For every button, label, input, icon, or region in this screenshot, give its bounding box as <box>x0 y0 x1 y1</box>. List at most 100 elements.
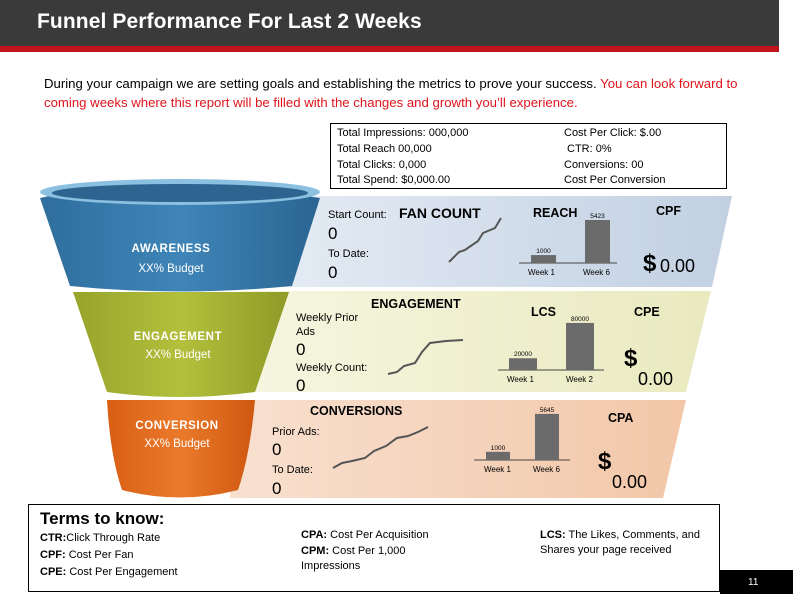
conversion-band <box>230 400 686 498</box>
term-ctr-text: Click Through Rate <box>66 532 161 544</box>
reach-to-date-label: To Date: <box>328 248 369 260</box>
lcs-chart-tick: Week 2 <box>566 375 593 384</box>
term-cpf: CPF: Cost Per Fan <box>40 548 134 563</box>
term-ctr-abbr: CTR: <box>40 532 67 544</box>
engagement-trend-line <box>387 339 464 375</box>
weekly-prior-ads-label: Weekly Prior Ads <box>296 312 359 338</box>
cost-per-click: Cost Per Click: $.00 <box>564 127 662 139</box>
engagement-label: ENGAGEMENT <box>133 331 223 343</box>
weekly-count-label: Weekly Count: <box>296 362 368 374</box>
term-lcs-abbr: LCS: <box>540 529 566 541</box>
engagement-heading: ENGAGEMENT <box>371 297 461 311</box>
term-cpe-text: Cost Per Engagement <box>66 566 178 578</box>
engagement-segment <box>73 292 289 397</box>
cpa-value: 0.00 <box>612 472 648 492</box>
conversion-bar <box>486 451 510 460</box>
page-number-tab <box>720 570 793 594</box>
conversion-label: CONVERSION <box>135 420 219 432</box>
reach-bar-value-label: 5423 <box>590 213 605 220</box>
intro-highlight-text: You can look forward to coming weeks whe… <box>44 76 738 110</box>
lcs-bar-group: 20000 80000 <box>509 316 594 370</box>
intro-text: During your campaign we are setting goal… <box>44 76 597 91</box>
reach-start-count-label: Start Count: <box>328 209 387 221</box>
conversion-to-date-value: 0 <box>272 479 282 498</box>
cpe-heading: CPE <box>634 305 660 319</box>
total-clicks: Total Clicks: 0,000 <box>337 159 427 171</box>
term-cpf-abbr: CPF: <box>40 549 66 561</box>
reach-chart-tick: Week 6 <box>583 268 610 277</box>
term-ctr: CTR:Click Through Rate <box>40 531 160 546</box>
conversion-to-date-label: To Date: <box>272 464 313 476</box>
funnel-opening <box>52 184 308 202</box>
total-spend: Total Spend: $0,000.00 <box>337 174 451 186</box>
reach-bar-group: 1000 5423 <box>531 213 610 263</box>
header-accent-stripe <box>0 46 779 52</box>
awareness-segment <box>40 185 320 292</box>
conversion-budget: XX% Budget <box>144 438 210 450</box>
fan-count-heading: FAN COUNT <box>399 205 481 221</box>
reach-bar <box>585 219 610 263</box>
term-lcs-text: The Likes, Comments, and Shares your pag… <box>540 529 700 556</box>
cpf-dollar-sign: $ <box>643 250 657 277</box>
cpa-dollar-sign: $ <box>598 448 612 475</box>
reach-start-count-value: 0 <box>328 224 338 243</box>
term-cpa-text: Cost Per Acquisition <box>327 529 429 541</box>
term-cpm: CPM: Cost Per 1,000 Impressions <box>301 544 441 574</box>
lcs-bar-value-label: 80000 <box>571 316 589 323</box>
cpa-heading: CPA <box>608 411 634 425</box>
reach-to-date-value: 0 <box>328 263 338 282</box>
header-bar <box>0 0 779 46</box>
term-cpa-abbr: CPA: <box>301 529 328 541</box>
page-title: Funnel Performance For Last 2 Weeks <box>37 10 422 33</box>
prior-ads-label: Prior Ads: <box>272 426 320 438</box>
terms-box: Terms to know: CTR:Click Through Rate CP… <box>28 504 720 592</box>
prior-ads-value: 0 <box>272 440 282 459</box>
term-cpe: CPE: Cost Per Engagement <box>40 565 178 580</box>
term-lcs: LCS: The Likes, Comments, and Shares you… <box>540 528 710 558</box>
reach-trend-line <box>448 217 502 263</box>
term-cpm-text: Cost Per 1,000 Impressions <box>301 545 406 572</box>
reach-bar-value-label: 1000 <box>536 248 551 255</box>
conversion-bar <box>535 413 559 460</box>
cpf-value: 0.00 <box>660 256 696 276</box>
awareness-label: AWARENESS <box>131 243 211 255</box>
total-impressions: Total Impressions: 000,000 <box>337 127 469 139</box>
conversion-bar-group: 1000 5645 <box>486 407 559 460</box>
engagement-budget: XX% Budget <box>145 349 211 361</box>
totals-box: Total Impressions: 000,000 Total Reach 0… <box>330 123 727 189</box>
weekly-count-value: 0 <box>296 376 306 395</box>
cpe-dollar-sign: $ <box>624 345 638 372</box>
lcs-bar-value-label: 20000 <box>514 351 532 358</box>
term-cpa: CPA: Cost Per Acquisition <box>301 528 429 543</box>
reach-band <box>250 196 732 287</box>
term-cpf-text: Cost Per Fan <box>65 549 134 561</box>
conversion-chart-tick: Week 6 <box>533 465 560 474</box>
terms-title: Terms to know: <box>40 509 165 528</box>
conversion-trend-line <box>332 426 429 469</box>
reach-chart-tick: Week 1 <box>528 268 555 277</box>
term-cpm-abbr: CPM: <box>301 545 330 557</box>
page-number: 11 <box>748 577 759 588</box>
conversion-chart-tick: Week 1 <box>484 465 511 474</box>
intro-paragraph: During your campaign we are setting goal… <box>44 74 764 112</box>
lcs-chart-title: LCS <box>531 305 556 319</box>
lcs-bar <box>509 358 537 370</box>
conversion-segment <box>107 400 255 498</box>
lcs-chart-tick: Week 1 <box>507 375 534 384</box>
ctr-value: CTR: 0% <box>567 143 612 155</box>
cpe-value: 0.00 <box>638 369 674 389</box>
term-cpe-abbr: CPE: <box>40 566 67 578</box>
conversion-bar-value-label: 1000 <box>491 445 506 452</box>
conversions-heading: CONVERSIONS <box>310 404 403 418</box>
cost-per-conversion: Cost Per Conversion <box>564 174 666 186</box>
conversion-bar-value-label: 5645 <box>540 407 555 414</box>
cpf-heading: CPF <box>656 204 681 218</box>
reach-chart-title: REACH <box>533 206 578 220</box>
awareness-budget: XX% Budget <box>138 263 204 275</box>
lcs-bar <box>566 322 594 370</box>
weekly-prior-ads-value: 0 <box>296 340 306 359</box>
reach-bar <box>531 255 556 263</box>
total-reach: Total Reach 00,000 <box>337 143 432 155</box>
conversions-value: Conversions: 00 <box>564 159 644 171</box>
